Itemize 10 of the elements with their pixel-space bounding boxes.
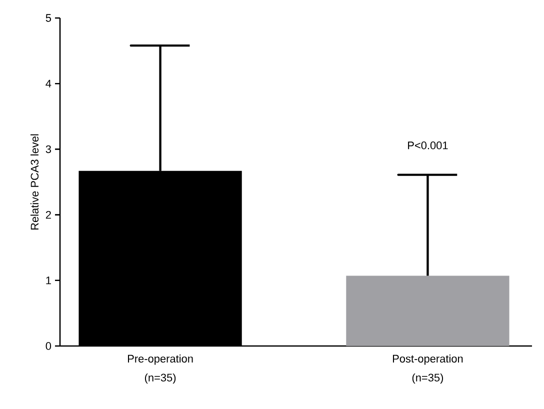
- y-tick-label: 4: [46, 80, 52, 88]
- y-tick-label: 3: [46, 145, 51, 154]
- y-tick-label: 2: [46, 210, 51, 219]
- y-axis-title: Relative PCA3 level: [30, 134, 39, 230]
- y-tick-label: 0: [46, 342, 52, 350]
- y-tick-label: 5: [46, 14, 52, 22]
- x-tick-label: Post-operation (n=35): [392, 354, 463, 384]
- annotation: P<0.001: [408, 142, 448, 150]
- x-tick-label: Pre-operation (n=35): [128, 354, 193, 384]
- y-tick-label: 1: [46, 276, 51, 284]
